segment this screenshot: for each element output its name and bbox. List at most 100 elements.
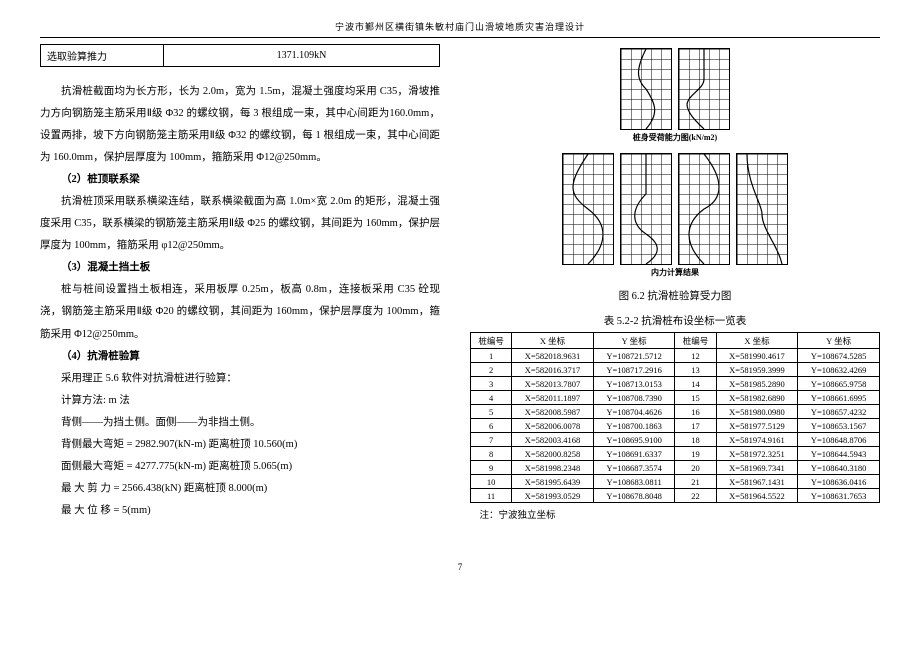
table-cell: X=582018.9631	[512, 349, 594, 363]
table-row: 4X=582011.1897Y=108708.739015X=581982.68…	[471, 391, 880, 405]
table-row: 6X=582006.0078Y=108700.186317X=581977.51…	[471, 419, 880, 433]
table-cell: 20	[675, 461, 716, 475]
table-cell: Y=108644.5943	[798, 447, 880, 461]
paragraph-4g: 最 大 位 移 = 5(mm)	[40, 500, 440, 522]
heading-4: （4）抗滑桩验算	[40, 346, 440, 368]
paragraph-4e: 面侧最大弯矩 = 4277.775(kN-m) 距离桩顶 5.065(m)	[40, 456, 440, 478]
table-cell: X=581969.7341	[716, 461, 798, 475]
table-cell: Y=108631.7653	[798, 489, 880, 503]
table-cell: Y=108708.7390	[593, 391, 675, 405]
table-cell: 22	[675, 489, 716, 503]
table-cell: X=581993.0529	[512, 489, 594, 503]
table-cell: X=581998.2348	[512, 461, 594, 475]
th-1: X 坐标	[512, 333, 594, 349]
table-cell: X=582006.0078	[512, 419, 594, 433]
table-cell: X=582011.1897	[512, 391, 594, 405]
graph-bot-2	[620, 153, 672, 265]
table-cell: X=581982.6890	[716, 391, 798, 405]
table-cell: Y=108674.5285	[798, 349, 880, 363]
graph-bot-4	[736, 153, 788, 265]
paragraph-4f: 最 大 剪 力 = 2566.438(kN) 距离桩顶 8.000(m)	[40, 478, 440, 500]
table-cell: X=582013.7807	[512, 377, 594, 391]
table-cell: Y=108632.4269	[798, 363, 880, 377]
table-cell: 17	[675, 419, 716, 433]
intro-table-value: 1371.109kN	[164, 45, 440, 67]
table-cell: X=581985.2890	[716, 377, 798, 391]
table-cell: 16	[675, 405, 716, 419]
table-cell: Y=108721.5712	[593, 349, 675, 363]
th-5: Y 坐标	[798, 333, 880, 349]
graph-row-top	[470, 48, 880, 130]
th-4: X 坐标	[716, 333, 798, 349]
table-cell: Y=108704.4626	[593, 405, 675, 419]
table-cell: Y=108661.6995	[798, 391, 880, 405]
coord-table: 桩编号 X 坐标 Y 坐标 桩编号 X 坐标 Y 坐标 1X=582018.96…	[470, 332, 880, 503]
table-cell: X=581995.6439	[512, 475, 594, 489]
table-cell: 4	[471, 391, 512, 405]
table-cell: X=582008.5987	[512, 405, 594, 419]
graph-bot-caption: 内力计算结果	[470, 267, 880, 278]
left-column: 选取验算推力 1371.109kN 抗滑桩截面均为长方形，长为 2.0m，宽为 …	[40, 44, 440, 522]
content-columns: 选取验算推力 1371.109kN 抗滑桩截面均为长方形，长为 2.0m，宽为 …	[40, 44, 880, 522]
intro-table: 选取验算推力 1371.109kN	[40, 44, 440, 67]
table-row: 2X=582016.3717Y=108717.291613X=581959.39…	[471, 363, 880, 377]
table-cell: 19	[675, 447, 716, 461]
table-cell: Y=108691.6337	[593, 447, 675, 461]
right-column: 桩身受荷能力图(kN/m2) 内力计算结果 图 6.2 抗滑桩验算受力图 表 5…	[470, 44, 880, 522]
table-cell: Y=108695.9100	[593, 433, 675, 447]
table-cell: 13	[675, 363, 716, 377]
table-cell: Y=108713.0153	[593, 377, 675, 391]
page-number: 7	[40, 562, 880, 572]
th-0: 桩编号	[471, 333, 512, 349]
table-cell: Y=108636.0416	[798, 475, 880, 489]
table-row: 7X=582003.4168Y=108695.910018X=581974.91…	[471, 433, 880, 447]
table-row: 9X=581998.2348Y=108687.357420X=581969.73…	[471, 461, 880, 475]
table-cell: Y=108657.4232	[798, 405, 880, 419]
coord-table-header-row: 桩编号 X 坐标 Y 坐标 桩编号 X 坐标 Y 坐标	[471, 333, 880, 349]
table-cell: X=582016.3717	[512, 363, 594, 377]
table-cell: X=581990.4617	[716, 349, 798, 363]
heading-2: （2）桩顶联系梁	[40, 169, 440, 191]
paragraph-4d: 背侧最大弯矩 = 2982.907(kN-m) 距离桩顶 10.560(m)	[40, 434, 440, 456]
header-rule	[40, 37, 880, 38]
table-cell: 8	[471, 447, 512, 461]
table-row: 10X=581995.6439Y=108683.081121X=581967.1…	[471, 475, 880, 489]
table-cell: 12	[675, 349, 716, 363]
paragraph-1: 抗滑桩截面均为长方形，长为 2.0m，宽为 1.5m，混凝土强度均采用 C35，…	[40, 81, 440, 169]
table-cell: 2	[471, 363, 512, 377]
graph-row-bottom	[470, 153, 880, 265]
paragraph-4a: 采用理正 5.6 软件对抗滑桩进行验算：	[40, 368, 440, 390]
heading-3: （3）混凝土挡土板	[40, 257, 440, 279]
table-cell: 9	[471, 461, 512, 475]
table-cell: 15	[675, 391, 716, 405]
graph-top-1	[620, 48, 672, 130]
table-cell: X=582003.4168	[512, 433, 594, 447]
coord-table-caption: 表 5.2-2 抗滑桩布设坐标一览表	[470, 313, 880, 328]
figure-caption: 图 6.2 抗滑桩验算受力图	[470, 288, 880, 303]
table-cell: Y=108640.3180	[798, 461, 880, 475]
table-cell: 14	[675, 377, 716, 391]
table-cell: X=582000.8258	[512, 447, 594, 461]
table-cell: 1	[471, 349, 512, 363]
table-row: 8X=582000.8258Y=108691.633719X=581972.32…	[471, 447, 880, 461]
table-cell: X=581964.5522	[716, 489, 798, 503]
paragraph-3: 桩与桩间设置挡土板相连，采用板厚 0.25m，板高 0.8m，连接板采用 C35…	[40, 279, 440, 345]
table-cell: 5	[471, 405, 512, 419]
paragraph-4c: 背侧——为挡土侧。面侧——为非挡土侧。	[40, 412, 440, 434]
graph-top-caption: 桩身受荷能力图(kN/m2)	[470, 132, 880, 143]
paragraph-2: 抗滑桩顶采用联系横梁连结，联系横梁截面为高 1.0m×宽 2.0m 的矩形，混凝…	[40, 191, 440, 257]
table-cell: Y=108717.2916	[593, 363, 675, 377]
table-cell: Y=108648.8706	[798, 433, 880, 447]
table-cell: 7	[471, 433, 512, 447]
table-cell: X=581959.3999	[716, 363, 798, 377]
graph-bot-3	[678, 153, 730, 265]
th-3: 桩编号	[675, 333, 716, 349]
table-cell: X=581974.9161	[716, 433, 798, 447]
page-header-title: 宁波市鄞州区横街镇朱敏村庙门山滑坡地质灾害治理设计	[40, 20, 880, 33]
table-cell: 11	[471, 489, 512, 503]
table-cell: Y=108687.3574	[593, 461, 675, 475]
table-cell: X=581977.5129	[716, 419, 798, 433]
table-cell: 10	[471, 475, 512, 489]
table-cell: X=581967.1431	[716, 475, 798, 489]
table-cell: 6	[471, 419, 512, 433]
